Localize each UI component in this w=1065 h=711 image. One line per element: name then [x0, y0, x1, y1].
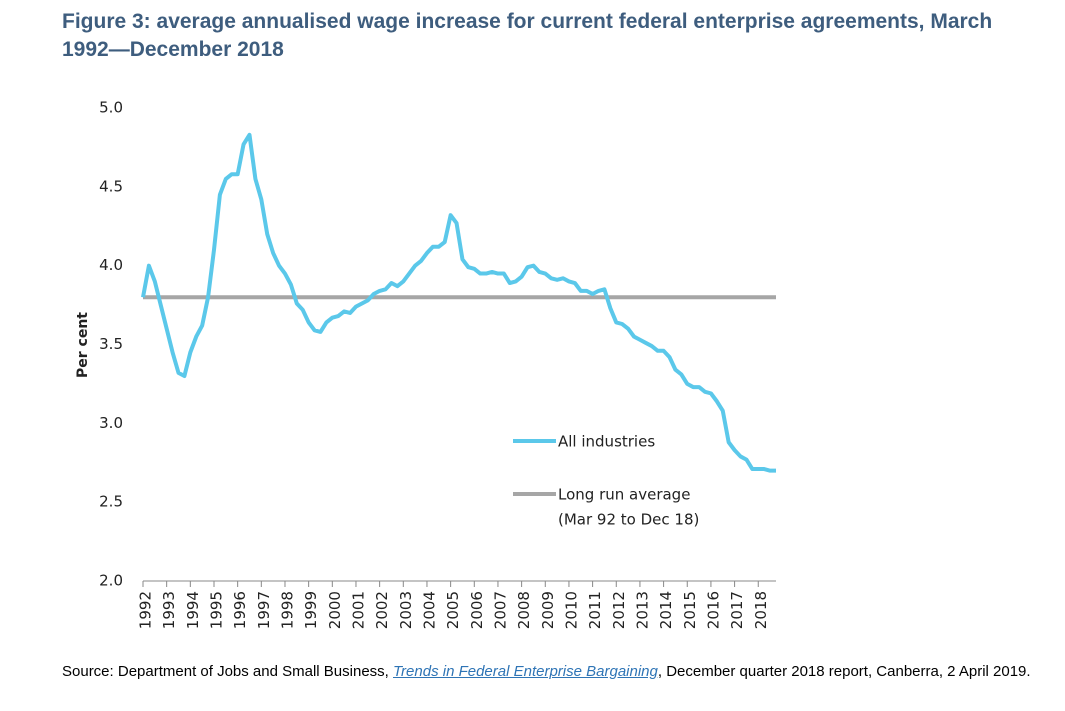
legend-label: All industries — [558, 433, 655, 451]
x-tick-label: 1997 — [255, 591, 273, 629]
x-tick-label: 2011 — [586, 591, 604, 629]
x-tick-label: 2008 — [515, 591, 533, 629]
y-tick-label: 3.5 — [99, 335, 123, 353]
source-note: Source: Department of Jobs and Small Bus… — [62, 661, 1032, 682]
x-tick-label: 2001 — [349, 591, 367, 629]
x-tick-label: 2000 — [326, 591, 344, 629]
x-tick-label: 1999 — [302, 591, 320, 629]
x-tick-label: 2007 — [491, 591, 509, 629]
series-line — [141, 132, 776, 473]
x-tick-label: 2003 — [397, 591, 415, 629]
x-tick-label: 1996 — [231, 591, 249, 629]
x-tick-label: 2004 — [420, 591, 438, 629]
x-tick-label: 2016 — [704, 591, 722, 629]
legend-label: Long run average — [558, 486, 690, 504]
source-link[interactable]: Trends in Federal Enterprise Bargaining — [393, 663, 658, 680]
y-tick-label: 5.0 — [99, 99, 123, 117]
y-tick-label: 2.5 — [99, 493, 123, 511]
y-axis-label: Per cent — [75, 312, 91, 378]
source-text: Source: Department of Jobs and Small Bus… — [62, 663, 393, 680]
x-tick-label: 2009 — [539, 591, 557, 629]
y-tick-label: 4.0 — [99, 256, 123, 274]
x-tick-label: 2012 — [610, 591, 628, 629]
source-text: , December quarter 2018 report, Canberra… — [657, 663, 1031, 680]
x-tick-label: 2013 — [633, 591, 651, 629]
chart: Per cent 2.0 2.5 3.0 3.5 4.0 4.5 5.0 1992 1993 19… — [75, 99, 776, 629]
x-tick-label: 1993 — [160, 591, 178, 629]
x-tick-label: 2017 — [728, 591, 746, 629]
chart-title: Figure 3: average annualised wage increa… — [62, 10, 993, 61]
y-tick-label: 4.5 — [99, 177, 123, 195]
y-tick-label: 3.0 — [99, 414, 123, 432]
x-tick-label: 2002 — [373, 591, 391, 629]
x-tick-label: 2018 — [752, 591, 770, 629]
x-tick-label: 2015 — [681, 591, 699, 629]
x-tick-label: 1995 — [207, 591, 225, 629]
x-tick-label: 2005 — [444, 591, 462, 629]
x-tick-label: 2006 — [468, 591, 486, 629]
y-tick-label: 2.0 — [99, 572, 123, 590]
legend-label: (Mar 92 to Dec 18) — [558, 511, 699, 529]
x-tick-label: 2014 — [657, 591, 675, 629]
x-tick-label: 1994 — [184, 591, 202, 629]
x-tick-label: 2010 — [562, 591, 580, 629]
x-tick-label: 1998 — [278, 591, 296, 629]
x-tick-label: 1992 — [137, 591, 155, 629]
